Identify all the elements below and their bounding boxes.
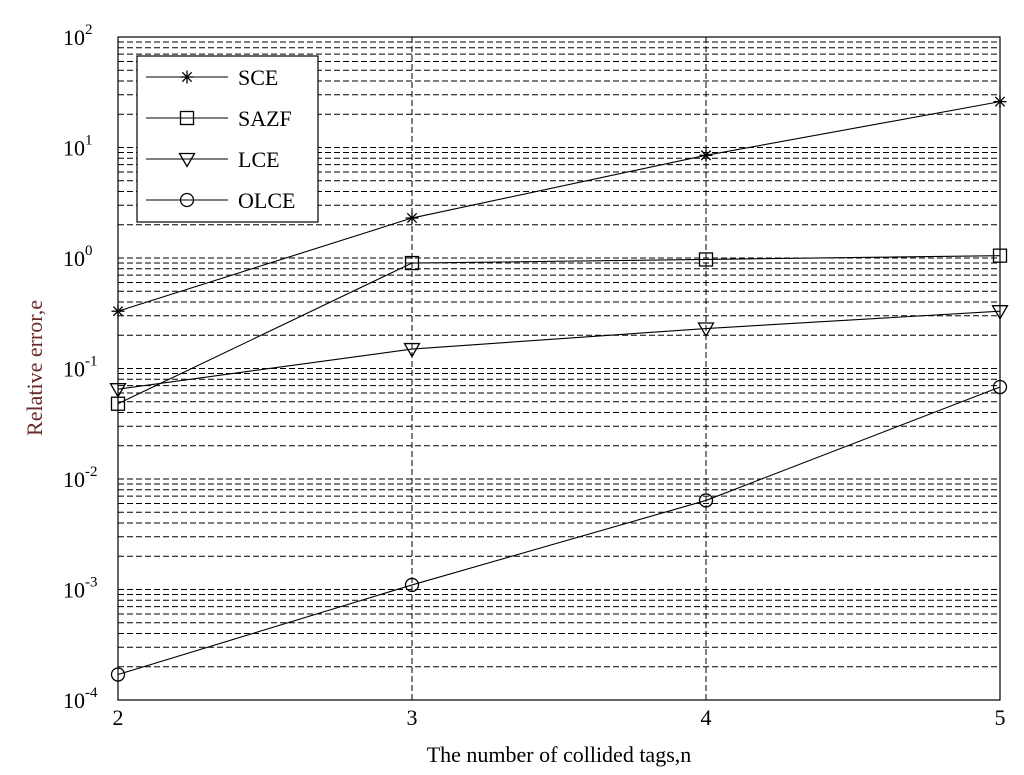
data-point-lce <box>697 322 715 338</box>
y-tick-label: 101 <box>63 133 93 161</box>
series-line-olce <box>117 386 1001 676</box>
x-tick-label: 5 <box>995 705 1006 730</box>
series-line-sce <box>117 101 1001 312</box>
legend-label-lce: LCE <box>238 147 280 172</box>
series-line-sazf <box>117 255 1001 405</box>
y-tick-label: 10-2 <box>63 464 98 492</box>
y-tick-label: 102 <box>63 22 93 50</box>
legend-label-olce: OLCE <box>238 188 295 213</box>
legend-marker-sce <box>180 70 194 84</box>
x-axis-ticks: 2 3 4 5 <box>113 694 1006 730</box>
x-axis-label: The number of collided tags,n <box>427 742 692 767</box>
y-tick-label: 100 <box>63 243 93 271</box>
x-tick-label: 2 <box>113 705 124 730</box>
data-point-sce <box>699 148 713 162</box>
legend-box <box>136 55 319 223</box>
data-point-olce <box>698 493 714 508</box>
legend-label-sazf: SAZF <box>238 106 292 131</box>
grid <box>118 37 1000 700</box>
x-tick-label: 4 <box>701 705 712 730</box>
legend: SCE SAZF LCE OLCE <box>136 55 319 223</box>
data-point-sazf <box>404 255 420 271</box>
y-tick-label: 10-3 <box>63 575 98 603</box>
data-point-sazf <box>698 252 714 267</box>
legend-marker-sazf <box>179 110 195 126</box>
series-line-lce <box>117 310 1001 390</box>
data-point-lce <box>403 342 421 358</box>
legend-label-sce: SCE <box>238 65 278 90</box>
plot-frame <box>117 36 1001 701</box>
y-tick-label: 10-1 <box>63 354 98 382</box>
series-layer <box>109 95 1009 682</box>
legend-marker-olce <box>179 192 195 208</box>
y-tick-label: 10-4 <box>63 685 98 713</box>
y-axis-ticks: 10-4 10-3 10-2 10-1 100 101 102 <box>63 22 98 713</box>
legend-marker-lce <box>178 152 196 168</box>
data-point-sce <box>405 211 419 225</box>
y-axis-label: Relative error,e <box>22 300 47 436</box>
x-tick-label: 3 <box>407 705 418 730</box>
data-point-olce <box>404 577 420 593</box>
